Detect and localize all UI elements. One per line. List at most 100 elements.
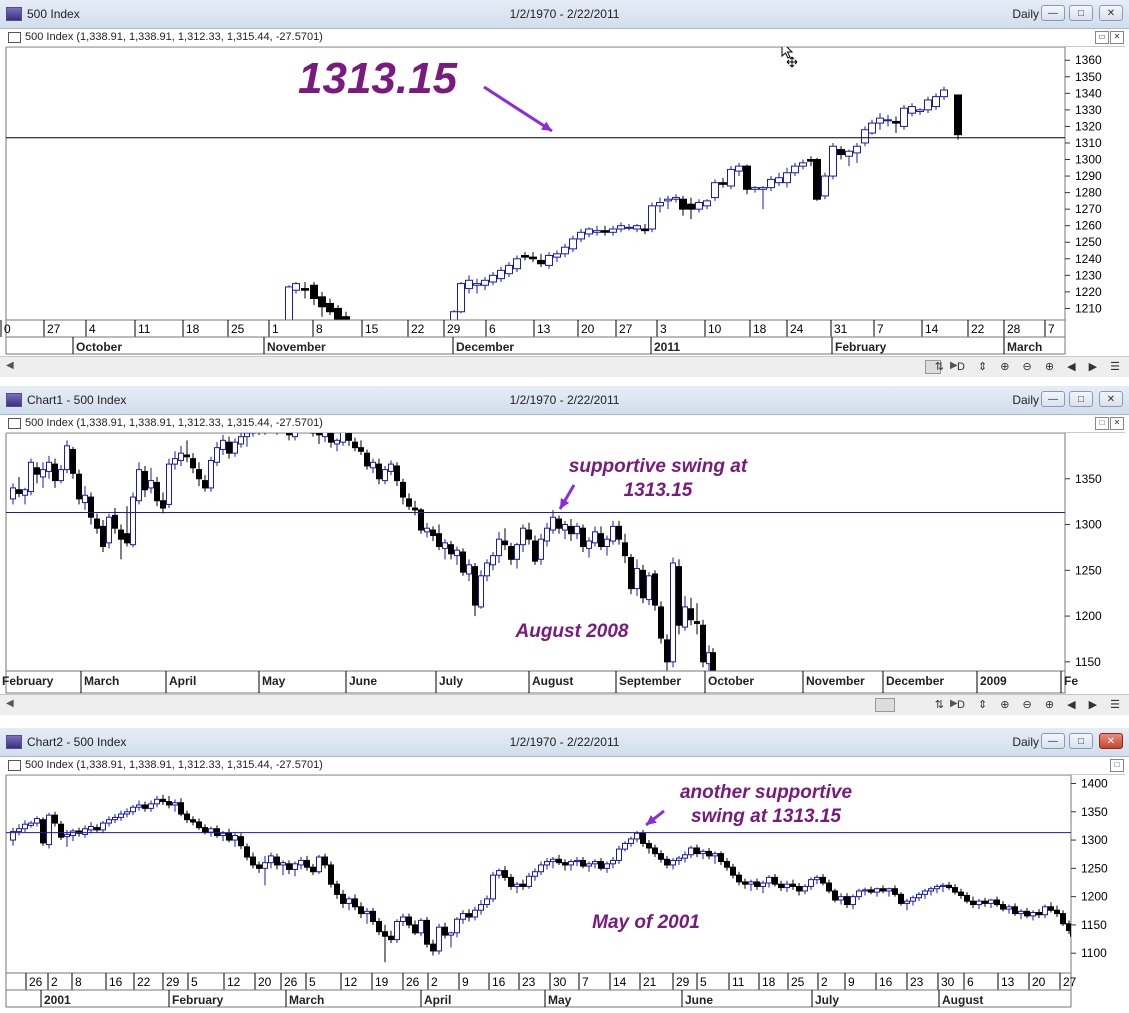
candle-down bbox=[724, 861, 730, 868]
candle-up bbox=[481, 279, 489, 286]
restore-pane-button[interactable]: ▭ bbox=[1095, 31, 1109, 44]
y-tick-label: 1210 bbox=[1075, 301, 1102, 315]
candle-up bbox=[670, 562, 676, 663]
minimize-button[interactable]: — bbox=[1041, 391, 1065, 407]
x-tick-label: 9 bbox=[462, 975, 469, 989]
maximize-button[interactable]: □ bbox=[1069, 391, 1093, 407]
candle-up bbox=[382, 469, 388, 482]
price-chart[interactable]: 1350 1300 1250 1200 1150 February March April Ma… bbox=[0, 433, 1129, 697]
candle-down bbox=[502, 540, 508, 546]
close-button[interactable]: ✕ bbox=[1099, 391, 1123, 407]
scroll-right-icon[interactable]: ▶ bbox=[950, 698, 958, 709]
candle-down bbox=[154, 481, 160, 502]
candle-up bbox=[497, 269, 505, 280]
candles-group bbox=[10, 433, 716, 671]
month-label: April bbox=[169, 674, 196, 688]
candle-up bbox=[285, 286, 293, 320]
price-chart[interactable]: 1360135013401330132013101300129012801270… bbox=[0, 47, 1129, 357]
x-tick-label: 16 bbox=[109, 975, 123, 989]
restore-pane-button[interactable]: □ bbox=[1110, 759, 1124, 772]
scroll-left-icon[interactable]: ◀ bbox=[6, 698, 14, 709]
window-date-range: 1/2/1970 - 2/22/2011 bbox=[509, 735, 620, 749]
candle-down bbox=[562, 862, 568, 866]
chart-toolbar-icons[interactable]: ⇅ D ⇕ ⊕ ⊖ ⊕ ◀ ▶ ☰ bbox=[934, 361, 1125, 373]
x-tick-label: 30 bbox=[941, 975, 955, 989]
y-tick-label: 1150 bbox=[1081, 918, 1107, 932]
candle-down bbox=[598, 861, 604, 869]
candle-up bbox=[442, 542, 448, 549]
candle-down bbox=[190, 819, 196, 823]
candle-up bbox=[976, 900, 982, 906]
x-tick-label: 9 bbox=[848, 975, 855, 989]
candle-down bbox=[521, 254, 529, 258]
scroll-thumb[interactable] bbox=[875, 698, 895, 712]
candle-up bbox=[208, 828, 214, 833]
candle-up bbox=[465, 279, 473, 290]
candle-up bbox=[934, 885, 940, 890]
candle-down bbox=[826, 882, 832, 892]
chart-toolbar-icons[interactable]: ⇅ D ⇕ ⊕ ⊖ ⊕ ◀ ▶ ☰ bbox=[934, 699, 1125, 711]
window-period[interactable]: Daily bbox=[1012, 735, 1039, 749]
candle-down bbox=[892, 888, 898, 895]
candle-down bbox=[718, 853, 724, 863]
candle-up bbox=[136, 469, 142, 502]
candle-up bbox=[988, 899, 994, 904]
close-button[interactable]: ✕ bbox=[1099, 733, 1123, 749]
candle-up bbox=[802, 885, 808, 892]
candle-up bbox=[172, 458, 178, 465]
candle-up bbox=[118, 813, 124, 818]
window-period[interactable]: Daily bbox=[1012, 7, 1039, 21]
candle-up bbox=[904, 900, 910, 904]
minimize-button[interactable]: — bbox=[1041, 5, 1065, 21]
candle-down bbox=[376, 463, 382, 480]
x-tick-label: 27 bbox=[47, 322, 61, 336]
scroll-thumb[interactable] bbox=[925, 360, 941, 374]
month-label: July bbox=[815, 993, 839, 1007]
maximize-button[interactable]: □ bbox=[1069, 733, 1093, 749]
candle-up bbox=[783, 172, 791, 184]
window-period[interactable]: Daily bbox=[1012, 393, 1039, 407]
window-titlebar[interactable]: Chart1 - 500 Index 1/2/1970 - 2/22/2011 … bbox=[0, 386, 1129, 415]
candle-down bbox=[743, 165, 751, 190]
y-tick-label: 1280 bbox=[1075, 186, 1102, 200]
x-tick-label: 28 bbox=[1007, 322, 1021, 336]
x-tick-label: 27 bbox=[619, 322, 633, 336]
close-button[interactable]: ✕ bbox=[1099, 5, 1123, 21]
scroll-right-icon[interactable]: ▶ bbox=[950, 360, 958, 371]
candle-down bbox=[472, 566, 478, 606]
window-titlebar[interactable]: 500 Index 1/2/1970 - 2/22/2011 Daily — □… bbox=[0, 0, 1129, 29]
candle-up bbox=[292, 863, 298, 870]
candle-down bbox=[664, 858, 670, 866]
scroll-left-icon[interactable]: ◀ bbox=[6, 360, 14, 371]
maximize-button[interactable]: □ bbox=[1069, 5, 1093, 21]
candle-down bbox=[694, 621, 700, 624]
candle-down bbox=[124, 533, 130, 544]
y-tick-label: 1220 bbox=[1075, 285, 1102, 299]
candle-up bbox=[545, 254, 553, 266]
candle-down bbox=[964, 894, 970, 902]
x-tick-label: 11 bbox=[732, 975, 745, 989]
chart-scrollbar[interactable]: ◀ ▶ ⇅ D ⇕ ⊕ ⊖ ⊕ ◀ ▶ ☰ bbox=[0, 694, 1129, 715]
x-tick-label: 23 bbox=[910, 975, 924, 989]
candle-up bbox=[628, 838, 634, 844]
candle-down bbox=[274, 856, 280, 866]
candle-down bbox=[301, 288, 309, 291]
candle-up bbox=[40, 469, 46, 478]
candle-down bbox=[394, 465, 400, 482]
month-label: 2011 bbox=[654, 340, 680, 354]
x-tick-label: 3 bbox=[660, 322, 667, 336]
window-titlebar[interactable]: Chart2 - 500 Index 1/2/1970 - 2/22/2011 … bbox=[0, 728, 1129, 757]
candle-up bbox=[490, 874, 496, 900]
x-tick-label: 21 bbox=[643, 975, 657, 989]
candle-up bbox=[850, 896, 856, 906]
close-pane-button[interactable]: ✕ bbox=[1110, 31, 1124, 44]
minimize-button[interactable]: — bbox=[1041, 733, 1065, 749]
close-pane-button[interactable]: ✕ bbox=[1110, 417, 1124, 430]
candle-up bbox=[676, 857, 682, 861]
candle-up bbox=[856, 890, 862, 898]
restore-pane-button[interactable]: □ bbox=[1095, 417, 1109, 430]
candle-up bbox=[82, 494, 88, 504]
candle-up bbox=[916, 109, 924, 113]
chart-scrollbar[interactable]: ◀ ▶ ⇅ D ⇕ ⊕ ⊖ ⊕ ◀ ▶ ☰ bbox=[0, 356, 1129, 377]
